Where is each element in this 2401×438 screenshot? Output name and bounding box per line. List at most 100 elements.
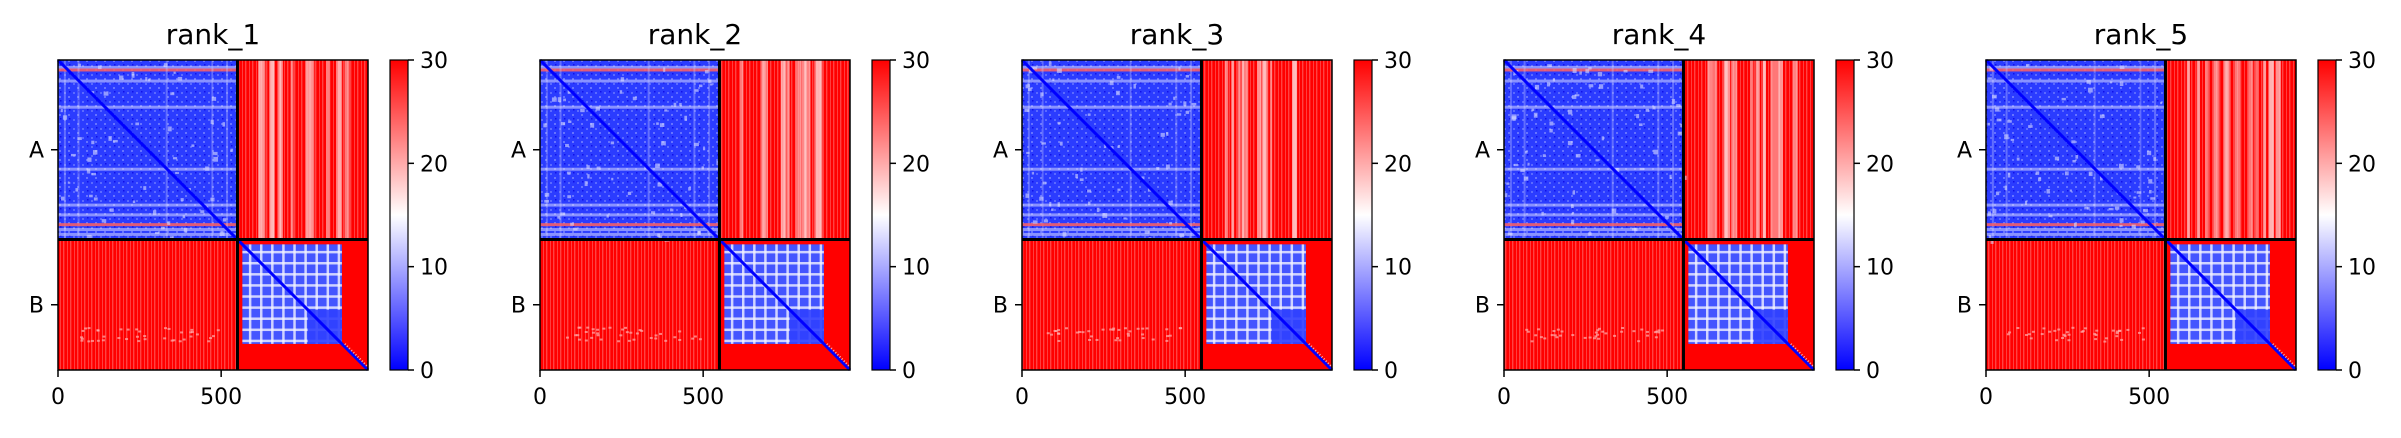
ba-speck	[621, 328, 625, 331]
ab-streak	[814, 60, 819, 240]
ab-streak	[1707, 60, 1713, 240]
bb-grid	[724, 250, 824, 254]
aa-speck	[167, 221, 171, 225]
ba-speck	[2053, 329, 2057, 332]
aa-speck	[590, 122, 595, 128]
ba-speck	[2067, 333, 2071, 336]
aa-band	[1986, 213, 2166, 217]
aa-band	[540, 79, 720, 83]
aa-speck	[610, 141, 615, 145]
aa-speck	[161, 226, 165, 230]
aa-speck	[1511, 114, 1517, 120]
aa-speck	[551, 97, 557, 102]
ba-speck	[1081, 331, 1085, 334]
aa-speck	[1183, 101, 1187, 106]
ba-speck	[1621, 327, 1625, 330]
ba-speck	[2117, 329, 2121, 332]
aa-speck	[1087, 201, 1091, 206]
ab-streak	[2196, 60, 2201, 240]
aa-speck	[1039, 196, 1044, 201]
ba-speck	[1543, 337, 1547, 340]
quadrant-BA	[540, 239, 720, 370]
bb-grid	[819, 244, 823, 344]
aa-band	[1504, 232, 1684, 236]
ab-streak	[2186, 60, 2190, 240]
aa-speck	[2075, 154, 2079, 159]
ab-streak	[1257, 60, 1262, 240]
aa-band	[540, 228, 720, 232]
aa-speck	[1504, 193, 1508, 198]
ba-speck	[80, 337, 84, 340]
ba-speck	[1657, 331, 1661, 334]
aa-speck	[2150, 197, 2156, 200]
x-tick-label: 500	[1646, 385, 1688, 410]
ba-speck	[163, 337, 167, 340]
aa-speck	[2069, 189, 2072, 192]
aa-speck	[2114, 206, 2120, 210]
colorbar-tick-label: 20	[902, 152, 930, 177]
ba-speck	[1165, 328, 1169, 331]
diagonal-halo	[1308, 343, 1336, 371]
ab-streak	[2205, 60, 2209, 240]
ab-streak	[1264, 60, 1268, 240]
aa-band	[58, 228, 238, 232]
aa-speck	[1062, 231, 1067, 237]
bb-grid	[753, 244, 756, 344]
colorbar	[871, 59, 891, 371]
ba-speck	[1141, 337, 1145, 340]
bb-grid	[1206, 273, 1306, 276]
aa-speck	[2048, 214, 2053, 218]
ba-speck	[591, 328, 595, 331]
ba-speck	[2081, 330, 2085, 333]
aa-speck	[708, 79, 712, 83]
ab-streak	[1712, 60, 1718, 240]
diagonal	[1502, 58, 1816, 372]
aa-speck	[1031, 171, 1035, 175]
aa-speck	[2119, 224, 2123, 228]
aa-speck	[1173, 96, 1176, 100]
aa-speck	[1103, 144, 1107, 149]
aa-speck	[108, 136, 112, 141]
aa-speck	[148, 78, 151, 82]
ba-speck	[190, 328, 194, 331]
aa-speck	[567, 90, 572, 94]
bb-grid	[741, 244, 745, 344]
aa-speck	[2119, 65, 2125, 70]
quadrant-BA	[58, 239, 238, 370]
aa-speck	[1156, 166, 1160, 170]
aa-speck	[1989, 66, 1994, 71]
ba-speck	[565, 336, 569, 339]
aa-band	[540, 65, 720, 69]
bb-grid	[337, 244, 341, 344]
bb-grid	[1694, 244, 1698, 344]
aa-band	[1611, 60, 1614, 240]
ab-streak	[795, 60, 802, 240]
ba-speck	[170, 339, 174, 342]
aa-speck	[1043, 219, 1048, 223]
bb-grid	[1783, 244, 1787, 344]
aa-speck	[1075, 173, 1078, 179]
aa-band	[693, 60, 696, 240]
ab-streak	[261, 60, 266, 240]
ba-speck	[1653, 331, 1657, 334]
ba-speck	[625, 331, 629, 334]
aa-band	[1022, 105, 1202, 109]
aa-speck	[77, 137, 82, 140]
ba-speck	[1109, 328, 1113, 331]
bb-grid	[1206, 317, 1306, 320]
aa-speck	[1987, 77, 1992, 80]
colorbar	[1353, 59, 1373, 371]
ba-speck	[654, 337, 658, 340]
ba-speck	[126, 328, 130, 331]
ba-speck	[1127, 334, 1131, 337]
ba-speck	[1596, 329, 1600, 332]
y-tick-label: B	[511, 294, 526, 319]
ba-speck	[596, 334, 600, 337]
bb-grid	[2243, 244, 2246, 344]
aa-speck	[1571, 219, 1575, 225]
ba-speck	[1596, 333, 1600, 336]
aa-speck	[131, 73, 135, 78]
colorbar-tick-label: 10	[1866, 256, 1894, 281]
aa-band	[1986, 203, 2166, 207]
